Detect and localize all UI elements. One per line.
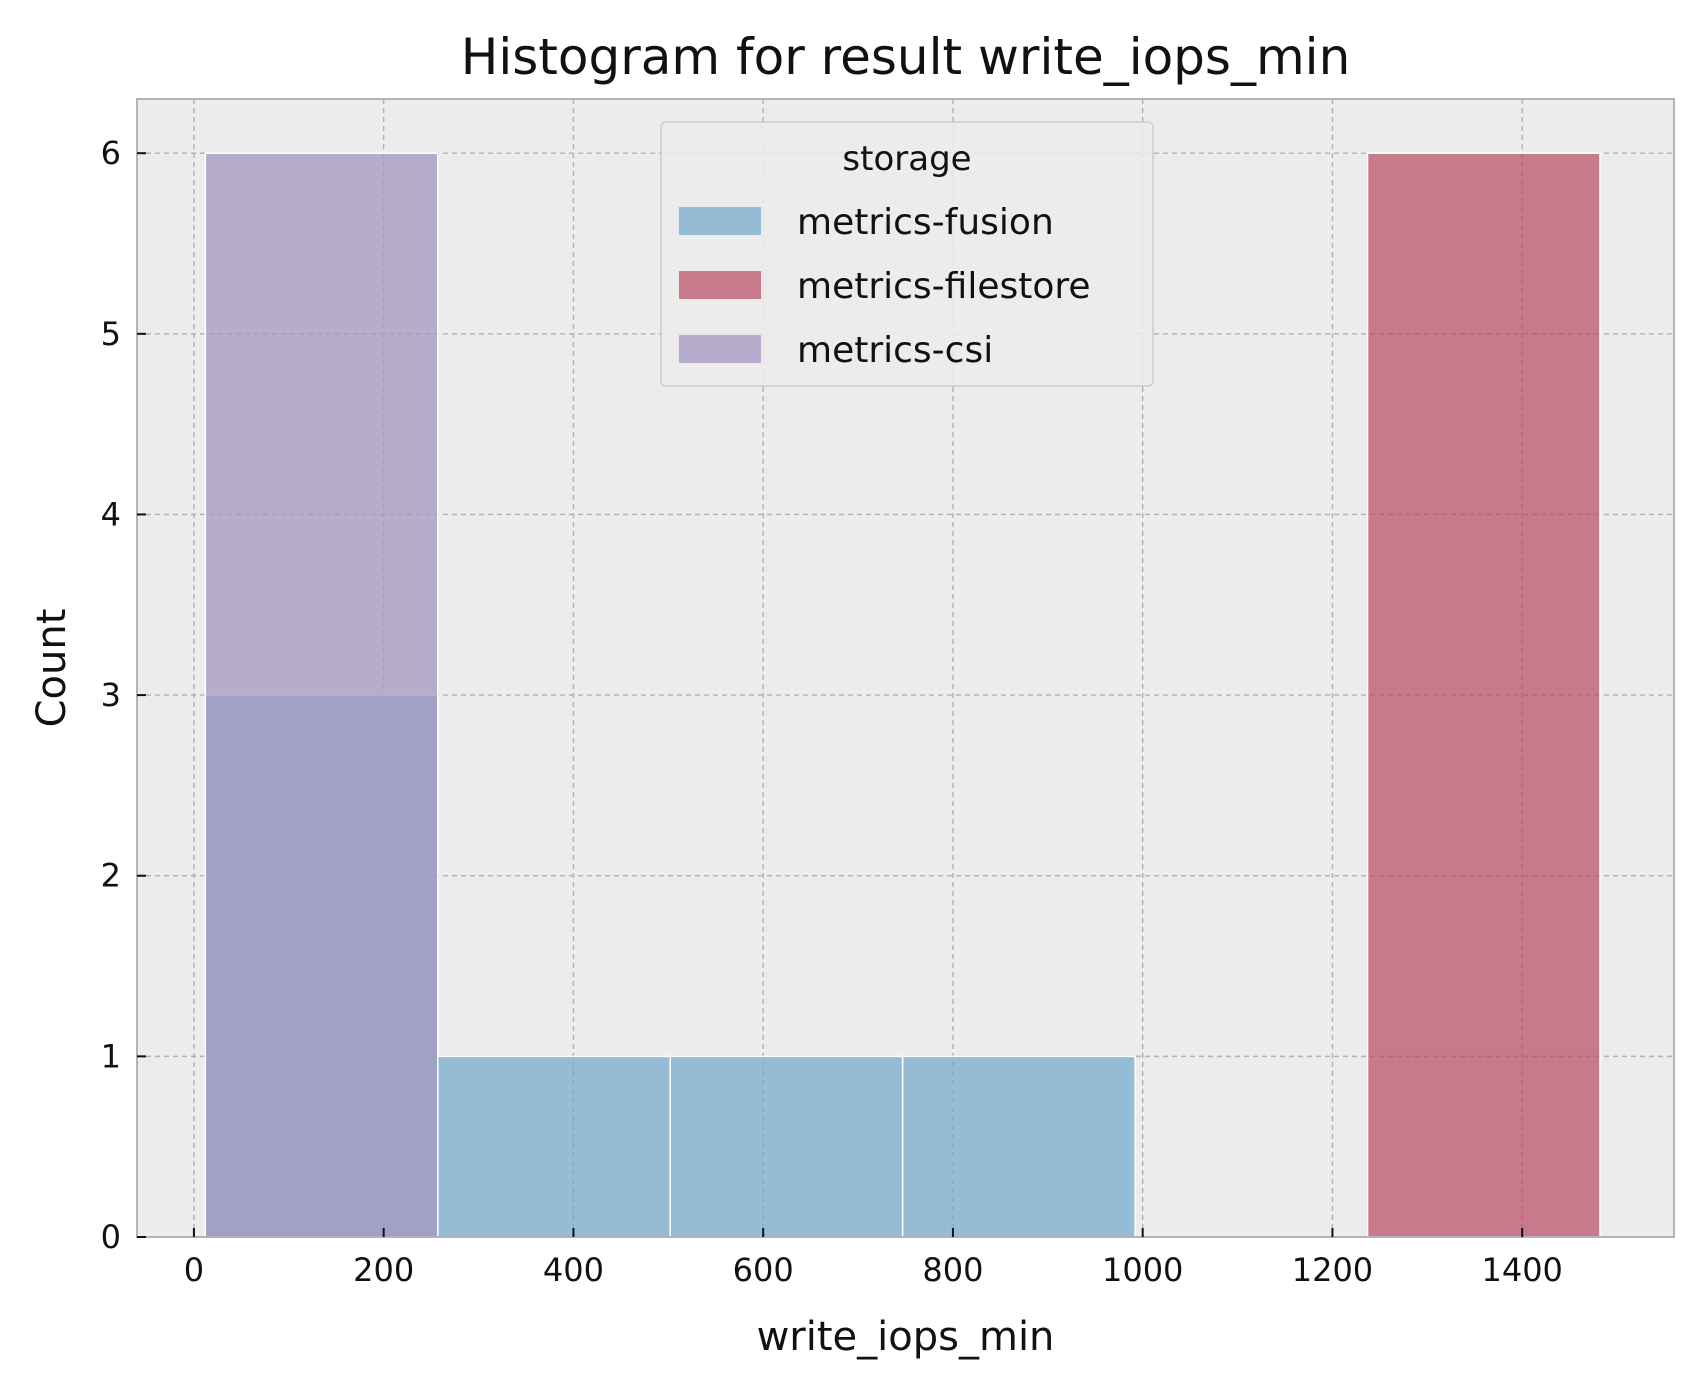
axes-frame xyxy=(136,98,1675,1238)
y-tick-label: 0 xyxy=(101,1218,121,1256)
legend: storage metrics-fusionmetrics-filestorem… xyxy=(660,121,1154,387)
axes xyxy=(136,98,1675,1238)
tick-labels: 0 200 400 600 800 1000 1200 1400 0 1 2 3 4 5 6 xyxy=(101,134,1563,1289)
x-axis-label: write_iops_min xyxy=(757,1314,1055,1360)
legend-entries: metrics-fusion metrics-filestore metrics-c… xyxy=(679,202,1091,371)
bar-metrics-csi xyxy=(204,152,439,1238)
x-tick-label: 1400 xyxy=(1481,1251,1562,1289)
legend-label-metrics-filestore: metrics-filestore xyxy=(797,266,1091,307)
legend-swatch-metrics-fusion xyxy=(679,207,761,235)
y-tick-label: 2 xyxy=(101,857,121,895)
x-tick-label: 600 xyxy=(733,1251,794,1289)
legend-label-metrics-fusion: metrics-fusion xyxy=(797,202,1054,243)
legend-swatch-metrics-csi xyxy=(679,335,761,363)
bar-metrics-fusion xyxy=(669,1055,904,1238)
bar-metrics-fusion xyxy=(437,1055,671,1238)
x-tick-label: 400 xyxy=(543,1251,604,1289)
chart-title: Histogram for result write_iops_min xyxy=(461,28,1351,86)
y-axis-label: Count xyxy=(29,609,75,728)
bar-metrics-fusion xyxy=(901,1055,1136,1238)
x-tick-label: 1200 xyxy=(1292,1251,1373,1289)
x-tick-label: 0 xyxy=(184,1251,204,1289)
y-tick-label: 5 xyxy=(101,315,121,353)
x-tick-label: 200 xyxy=(353,1251,414,1289)
legend-box xyxy=(660,121,1154,387)
x-tick-label: 1000 xyxy=(1102,1251,1183,1289)
y-tick-label: 1 xyxy=(101,1037,121,1075)
y-tick-label: 4 xyxy=(101,495,121,533)
legend-label-metrics-csi: metrics-csi xyxy=(797,330,993,371)
legend-swatch-metrics-filestore xyxy=(679,271,761,299)
bars xyxy=(204,152,1601,1238)
x-tick-label: 800 xyxy=(922,1251,983,1289)
y-tick-label: 3 xyxy=(101,676,121,714)
legend-title: storage xyxy=(842,139,971,179)
bar-metrics-filestore xyxy=(1366,152,1601,1238)
y-tick-label: 6 xyxy=(101,134,121,172)
